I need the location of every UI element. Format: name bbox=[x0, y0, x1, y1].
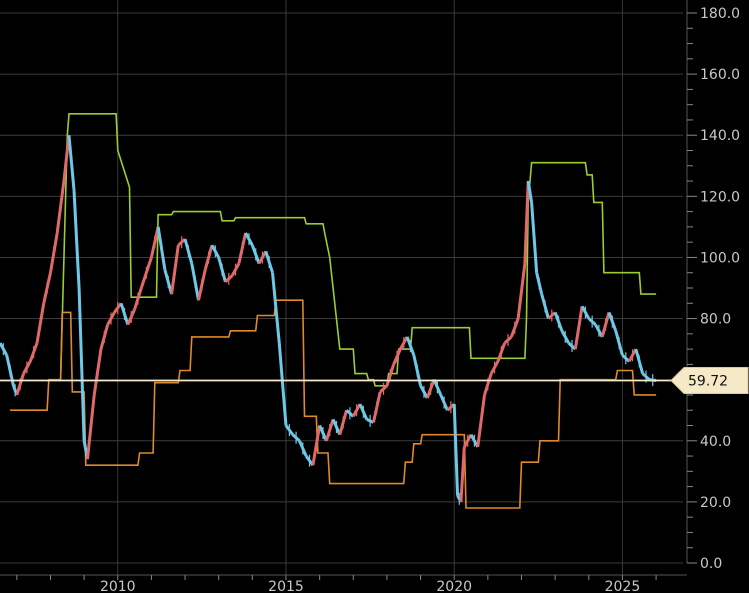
current-price-tag-shape bbox=[670, 367, 749, 395]
y-tick-label: 20.0 bbox=[700, 495, 731, 511]
x-tick-label: 2020 bbox=[436, 579, 472, 593]
x-tick-label: 2015 bbox=[268, 579, 304, 593]
y-axis: 0.020.040.060.080.0100.0120.0140.0160.01… bbox=[686, 0, 740, 572]
y-tick-label: 160.0 bbox=[700, 67, 740, 83]
current-price-tag: 59.72 bbox=[670, 367, 749, 395]
grid-lines bbox=[0, 0, 683, 575]
price-series bbox=[0, 135, 657, 505]
upper-channel-line bbox=[59, 113, 657, 387]
y-tick-label: 100.0 bbox=[700, 250, 740, 266]
y-tick-label: 40.0 bbox=[700, 434, 731, 450]
y-tick-label: 140.0 bbox=[700, 128, 740, 144]
x-tick-label: 2010 bbox=[100, 579, 136, 593]
current-price-label: 59.72 bbox=[688, 374, 728, 390]
y-tick-label: 180.0 bbox=[700, 6, 740, 22]
y-tick-label: 80.0 bbox=[700, 312, 731, 328]
y-tick-label: 0.0 bbox=[700, 556, 722, 572]
y-tick-label: 120.0 bbox=[700, 189, 740, 205]
x-tick-label: 2025 bbox=[605, 579, 641, 593]
x-axis: 2010 2015 2020 2025 bbox=[0, 574, 687, 593]
